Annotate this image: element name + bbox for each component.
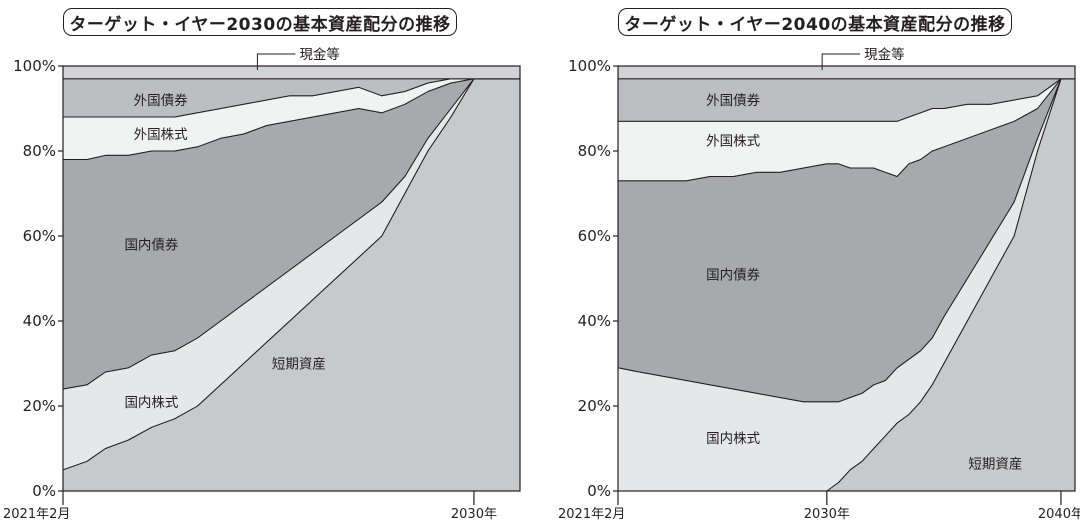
cash-leader-line — [256, 53, 296, 70]
series-label: 国内債券 — [706, 267, 760, 283]
series-label: 国内株式 — [124, 395, 178, 411]
area-現金等 — [617, 65, 1076, 80]
series-label: 国内債券 — [124, 238, 178, 254]
chart-title: ターゲット・イヤー2040の基本資産配分の推移 — [618, 8, 1012, 36]
stacked-area-chart-2040: 0% 20% 40% 60% 80% 100% 2021年2月 2030年 2040年 短期資産 国… — [558, 46, 1080, 522]
y-tick-label: 60% — [23, 227, 56, 245]
x-tick-label: 2021年2月 — [3, 507, 70, 522]
area-現金等 — [62, 65, 521, 80]
series-label: 短期資産 — [968, 456, 1022, 472]
plot-frame — [617, 65, 1076, 492]
series-label: 外国債券 — [706, 93, 760, 109]
chart-panel-2040: ターゲット・イヤー2040の基本資産配分の推移 0% 20% 40% 60% 80% 10… — [555, 0, 1080, 522]
y-tick-label: 60% — [578, 227, 611, 245]
plot-frame — [62, 65, 521, 492]
series-label: 外国債券 — [134, 93, 188, 109]
x-tick-label: 2030年 — [804, 507, 850, 522]
series-label: 外国株式 — [706, 133, 760, 149]
y-tick-label: 0% — [32, 482, 56, 500]
y-tick-label: 80% — [23, 142, 56, 160]
y-tick-label: 40% — [578, 312, 611, 330]
y-tick-label: 20% — [578, 397, 611, 415]
series-label: 短期資産 — [272, 357, 326, 373]
series-label: 現金等 — [299, 46, 340, 63]
series-label: 現金等 — [864, 46, 905, 63]
series-label: 外国株式 — [134, 127, 188, 143]
chart-panel-2030: ターゲット・イヤー2030の基本資産配分の推移 0% 20% 40% 60% 80% 10… — [3, 8, 521, 522]
y-tick-label: 20% — [23, 397, 56, 415]
y-tick-label: 100% — [13, 57, 56, 75]
y-tick-label: 100% — [568, 57, 611, 75]
series-label: 国内株式 — [706, 431, 760, 447]
x-tick-label: 2040年 — [1038, 507, 1080, 522]
y-tick-label: 0% — [587, 482, 611, 500]
chart-title: ターゲット・イヤー2030の基本資産配分の推移 — [63, 8, 457, 36]
y-tick-label: 40% — [23, 312, 56, 330]
x-tick-label: 2021年2月 — [558, 507, 625, 522]
cash-leader-line — [821, 53, 861, 70]
y-tick-label: 80% — [578, 142, 611, 160]
x-tick-label: 2030年 — [451, 507, 497, 522]
